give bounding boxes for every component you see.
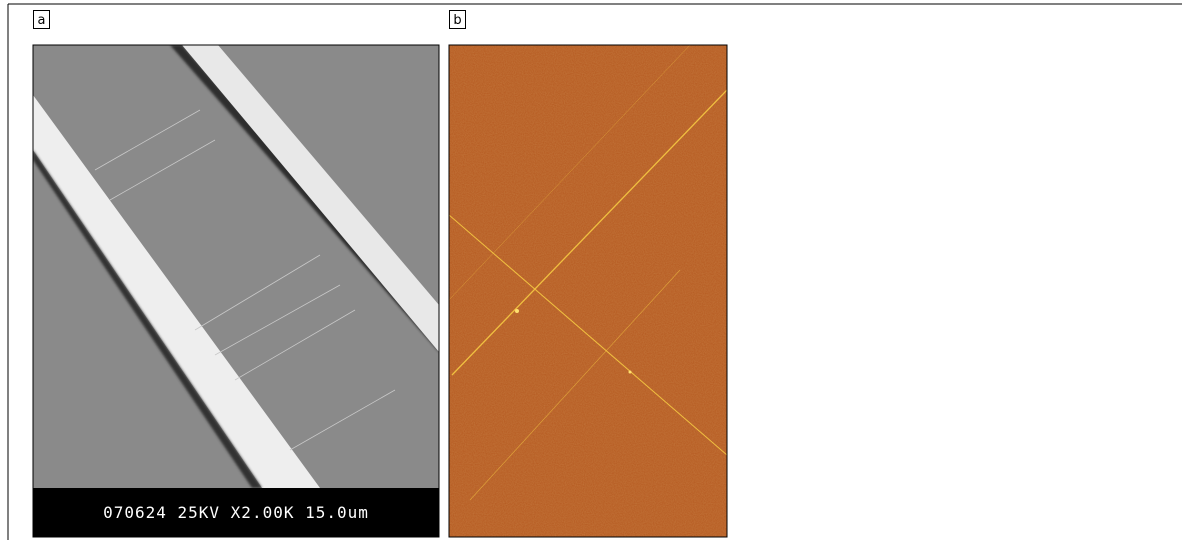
afm-texture <box>449 45 727 537</box>
figure: a 070624 25KV X2.00K 15.0um b <box>0 0 1182 540</box>
afm-particle <box>515 309 519 313</box>
afm-image <box>449 45 727 537</box>
page: a 070624 25KV X2.00K 15.0um b ( <box>0 0 1182 540</box>
panel-label: b <box>453 13 461 28</box>
panel-label: a <box>38 13 46 28</box>
sem-caption: 070624 25KV X2.00K 15.0um <box>103 503 369 522</box>
sem-image <box>33 45 439 488</box>
afm-particle <box>629 371 632 374</box>
